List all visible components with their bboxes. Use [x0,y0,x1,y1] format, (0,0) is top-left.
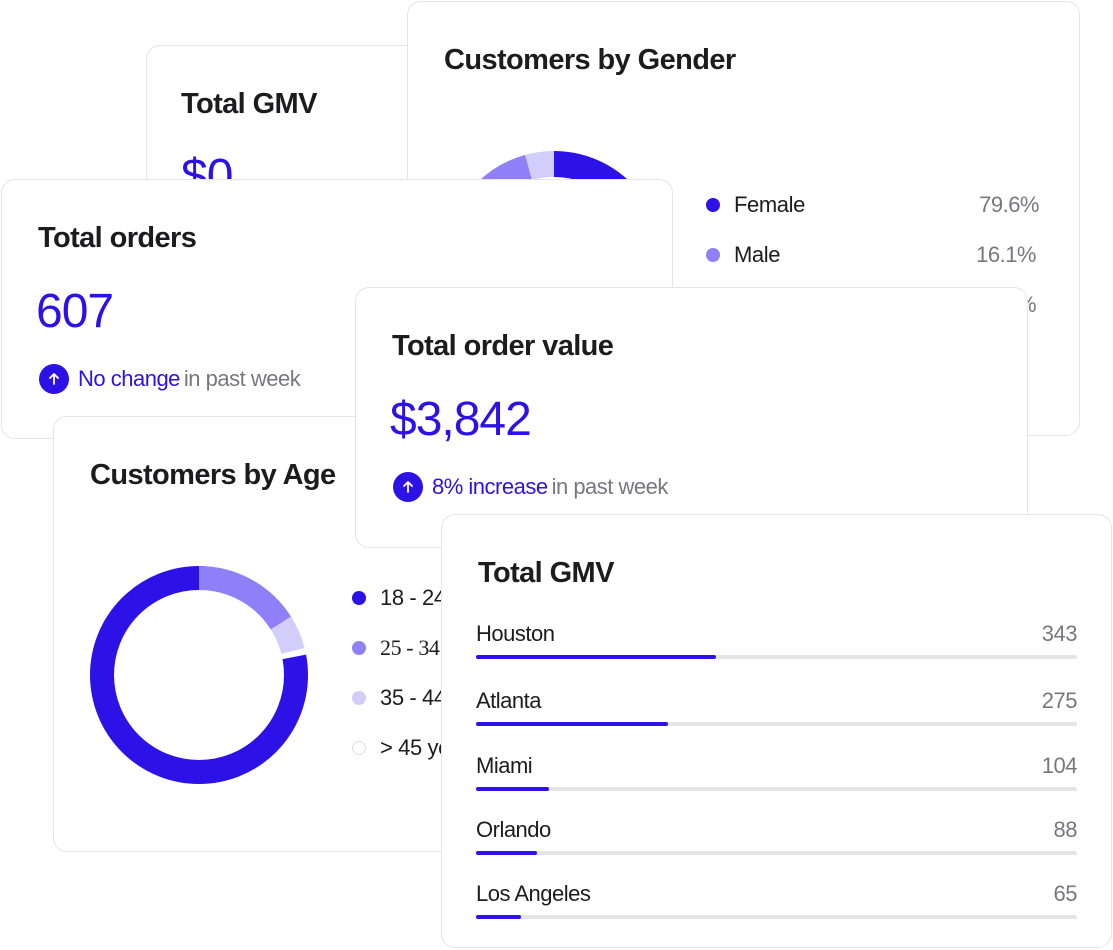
gmv-city-value: 104 [1041,753,1078,778]
age-legend-label: 25 - 34 [380,635,440,660]
gmv-city-row: Orlando 88 [476,817,1078,879]
gmv-bar-track [476,655,1077,659]
arrow-up-icon [393,472,423,502]
age-legend-label: 35 - 44 [380,685,446,710]
age-card-title: Customers by Age [90,459,336,491]
gender-donut-segment-other [445,151,663,369]
gmv-city-value: 275 [1041,688,1078,713]
gmv-city-name: Houston [476,621,555,646]
age-25-34-dot-icon [352,641,366,655]
gmv-card-title: Total GMV [478,557,614,589]
gender-legend-male: Male [706,242,780,268]
gmv-city-row: Miami 104 [476,753,1078,815]
age-over-45-dot-icon [352,741,366,755]
age-donut-segment-25-34 [90,566,308,784]
gmv-city-row: Los Angeles 65 [476,881,1078,943]
gmv-city-name: Los Angeles [476,881,591,906]
arrow-up-icon [39,364,69,394]
gmv-city-value: 343 [1041,621,1078,646]
order-value-value: $3,842 [390,393,532,446]
orders-change-strong: No change [78,366,180,391]
age-legend-label: > 45 ye [380,735,450,760]
order-value-change-strong: 8% increase [432,474,548,499]
gmv-city-value: 88 [1053,817,1078,842]
order-value-card-title: Total order value [392,330,614,362]
age-legend-label: 18 - 24 [380,585,446,610]
age-donut-chart [90,566,308,784]
gmv-city-name: Miami [476,753,533,778]
gmv-bar-fill [476,915,522,919]
gender-legend-pct: 79.6% [979,192,1039,217]
total-order-value-card: Total order value $3,842 8% increase in … [355,287,1028,548]
gmv-bar-fill [476,655,716,659]
gmv-bar-track [476,915,1077,919]
back-gmv-title: Total GMV [181,88,317,120]
gmv-bar-track [476,722,1077,726]
gender-card-title: Customers by Gender [444,44,736,76]
gmv-city-row: Houston 343 [476,621,1078,683]
gmv-city-name: Atlanta [476,688,542,713]
gmv-city-value: 65 [1053,881,1078,906]
gmv-bar-track [476,787,1077,791]
age-legend-over-45: > 45 ye [352,735,450,761]
gmv-bar-fill [476,787,549,791]
age-18-24-dot-icon [352,591,366,605]
gmv-bar-fill [476,722,669,726]
gmv-bar-fill [476,851,538,855]
gmv-city-row: Atlanta 275 [476,688,1078,750]
gmv-city-name: Orlando [476,817,551,842]
total-gmv-card: Total GMV Houston 343 Atlanta 275 Miami … [441,514,1112,948]
orders-value: 607 [36,285,114,338]
age-35-44-dot-icon [352,691,366,705]
age-legend-25-34: 25 - 34 [352,635,440,661]
male-dot-icon [706,248,720,262]
age-legend-18-24: 18 - 24 [352,585,446,611]
age-legend-35-44: 35 - 44 [352,685,446,711]
orders-change-rest: in past week [183,366,301,391]
orders-card-title: Total orders [38,222,197,254]
order-value-change-rest: in past week [551,474,669,499]
gmv-bar-track [476,851,1077,855]
order-value-change-line: 8% increase in past week [393,472,668,502]
female-dot-icon [706,198,720,212]
gender-legend-label: Male [734,242,781,267]
orders-change-line: No change in past week [39,364,301,394]
gender-legend-female: Female [706,192,805,218]
gender-legend-pct: 16.1% [976,242,1036,267]
gender-legend-label: Female [734,192,805,217]
